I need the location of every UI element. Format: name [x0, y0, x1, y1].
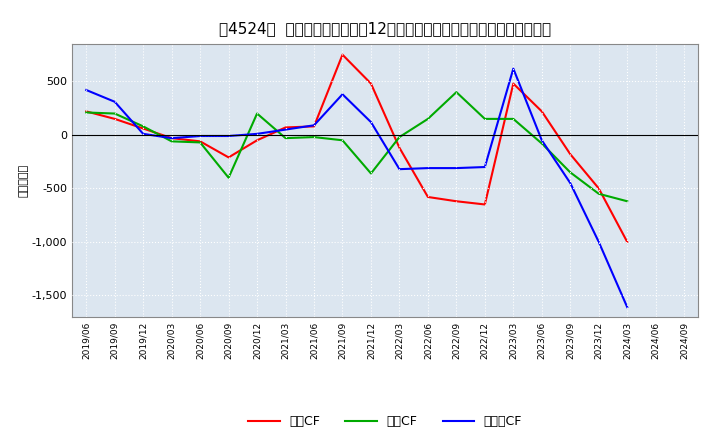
投資CF	[110, 111, 119, 116]
営業CF	[310, 124, 318, 129]
投資CF	[196, 140, 204, 145]
投資CF	[366, 171, 375, 176]
投資CF	[310, 135, 318, 140]
営業CF	[366, 81, 375, 86]
投資CF	[167, 139, 176, 144]
Y-axis label: （百万円）: （百万円）	[19, 164, 29, 197]
フリーCF	[395, 166, 404, 172]
営業CF	[282, 125, 290, 130]
フリーCF	[110, 99, 119, 104]
営業CF	[395, 145, 404, 150]
フリーCF	[566, 180, 575, 186]
フリーCF	[225, 133, 233, 139]
フリーCF	[167, 136, 176, 141]
投資CF	[452, 89, 461, 95]
投資CF	[82, 110, 91, 115]
投資CF	[395, 135, 404, 140]
フリーCF	[537, 138, 546, 143]
投資CF	[537, 141, 546, 146]
投資CF	[623, 198, 631, 204]
営業CF	[139, 126, 148, 131]
Legend: 営業CF, 投資CF, フリーCF: 営業CF, 投資CF, フリーCF	[243, 411, 527, 433]
営業CF	[452, 198, 461, 204]
フリーCF	[366, 119, 375, 125]
フリーCF	[139, 131, 148, 136]
営業CF	[167, 136, 176, 141]
Line: 投資CF: 投資CF	[86, 92, 627, 201]
フリーCF	[82, 88, 91, 93]
フリーCF	[423, 165, 432, 171]
投資CF	[566, 170, 575, 175]
フリーCF	[595, 239, 603, 245]
フリーCF	[253, 131, 261, 136]
営業CF	[110, 116, 119, 121]
Line: フリーCF: フリーCF	[86, 69, 627, 307]
フリーCF	[623, 304, 631, 310]
投資CF	[509, 116, 518, 121]
投資CF	[253, 111, 261, 116]
営業CF	[225, 155, 233, 160]
投資CF	[480, 116, 489, 121]
フリーCF	[338, 92, 347, 97]
営業CF	[623, 239, 631, 245]
営業CF	[82, 109, 91, 114]
営業CF	[480, 202, 489, 207]
フリーCF	[282, 127, 290, 132]
投資CF	[139, 124, 148, 129]
営業CF	[509, 81, 518, 86]
投資CF	[423, 116, 432, 121]
フリーCF	[310, 123, 318, 128]
投資CF	[595, 191, 603, 196]
営業CF	[423, 194, 432, 200]
投資CF	[282, 136, 290, 141]
営業CF	[537, 109, 546, 114]
投資CF	[338, 138, 347, 143]
営業CF	[196, 139, 204, 144]
フリーCF	[196, 133, 204, 139]
フリーCF	[452, 165, 461, 171]
営業CF	[595, 186, 603, 191]
営業CF	[253, 138, 261, 143]
フリーCF	[509, 66, 518, 71]
投資CF	[225, 175, 233, 180]
営業CF	[566, 151, 575, 157]
Title: ［4524］  キャッシュフローの12か月移動合計の対前年同期増減額の推移: ［4524］ キャッシュフローの12か月移動合計の対前年同期増減額の推移	[219, 21, 552, 36]
フリーCF	[480, 165, 489, 170]
営業CF	[338, 52, 347, 57]
Line: 営業CF: 営業CF	[86, 55, 627, 242]
